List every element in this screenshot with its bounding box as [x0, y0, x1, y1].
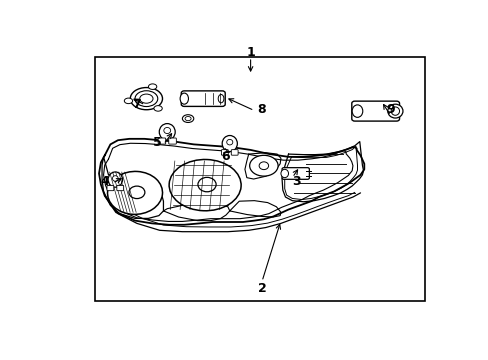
Ellipse shape [280, 169, 288, 177]
FancyBboxPatch shape [231, 150, 238, 155]
Ellipse shape [390, 107, 399, 115]
Ellipse shape [140, 94, 153, 103]
Ellipse shape [135, 91, 158, 107]
Ellipse shape [148, 84, 157, 89]
Bar [95, 57, 424, 301]
Text: 4: 4 [100, 175, 109, 188]
Ellipse shape [108, 172, 122, 187]
FancyBboxPatch shape [117, 185, 123, 191]
FancyBboxPatch shape [107, 185, 114, 191]
Text: 2: 2 [257, 282, 266, 295]
Ellipse shape [159, 123, 175, 140]
Ellipse shape [112, 176, 118, 181]
Text: 1: 1 [246, 46, 254, 59]
Ellipse shape [163, 127, 170, 134]
Ellipse shape [218, 94, 224, 103]
FancyBboxPatch shape [351, 101, 399, 121]
Ellipse shape [387, 104, 402, 118]
Ellipse shape [169, 159, 241, 211]
Ellipse shape [180, 93, 188, 104]
FancyBboxPatch shape [282, 168, 309, 179]
FancyBboxPatch shape [168, 138, 176, 144]
Ellipse shape [182, 115, 193, 122]
Ellipse shape [129, 186, 144, 199]
Ellipse shape [222, 135, 237, 152]
Ellipse shape [351, 105, 362, 117]
Text: 7: 7 [132, 98, 141, 111]
Ellipse shape [198, 177, 216, 192]
Ellipse shape [107, 171, 162, 214]
Ellipse shape [130, 87, 162, 110]
Text: 9: 9 [386, 103, 394, 116]
Text: 8: 8 [257, 103, 266, 116]
Ellipse shape [226, 139, 232, 145]
FancyBboxPatch shape [221, 150, 228, 155]
FancyBboxPatch shape [158, 138, 165, 144]
Text: 6: 6 [221, 150, 230, 163]
Text: 5: 5 [153, 136, 162, 149]
Ellipse shape [259, 162, 268, 170]
FancyBboxPatch shape [181, 91, 225, 107]
Ellipse shape [249, 155, 278, 176]
Ellipse shape [154, 105, 162, 111]
Ellipse shape [124, 98, 132, 104]
Text: 3: 3 [291, 175, 300, 188]
Ellipse shape [184, 117, 191, 121]
